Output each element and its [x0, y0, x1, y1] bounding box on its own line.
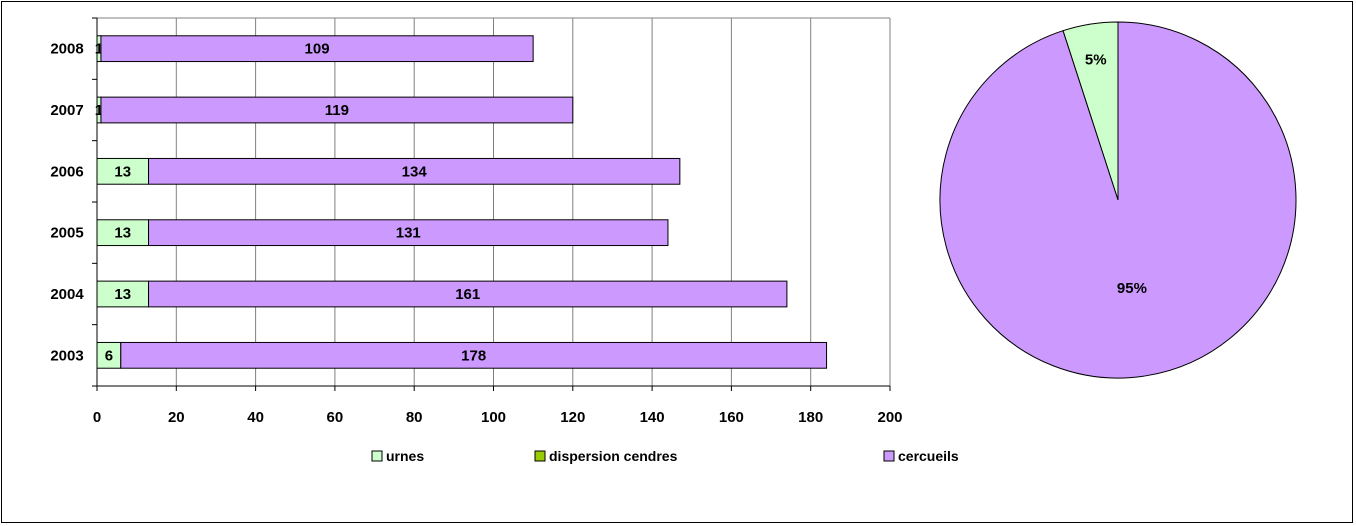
x-tick-label: 80: [406, 409, 423, 426]
pie-label: 95%: [1117, 280, 1147, 297]
legend: urnes dispersion cendres cercueils: [371, 448, 959, 464]
data-label: 119: [325, 102, 349, 119]
x-tick-label: 160: [719, 409, 744, 426]
x-tick-label: 180: [798, 409, 823, 426]
data-label: 1: [95, 102, 103, 119]
data-label: 109: [305, 41, 330, 58]
x-tick-label: 120: [560, 409, 585, 426]
x-tick-label: 140: [640, 409, 665, 426]
x-tick-label: 20: [168, 409, 185, 426]
bar-segment-cercueils: [100, 96, 574, 124]
x-tick-label: 100: [481, 409, 506, 426]
x-tick-label: 40: [247, 409, 264, 426]
data-label: 134: [402, 163, 428, 180]
data-label: 6: [105, 347, 113, 364]
data-label: 1: [95, 41, 103, 58]
x-tick-label: 0: [93, 409, 101, 426]
x-tick-label: 60: [327, 409, 344, 426]
legend-swatch-cercueils: [883, 450, 895, 462]
category-label: 2008: [50, 41, 83, 58]
bar-segment-cercueils: [148, 219, 669, 247]
bar-segment-cercueils: [148, 280, 788, 308]
bar-chart-gridlines: [175, 18, 891, 386]
bar-segment-urnes: [96, 280, 150, 308]
legend-label: cercueils: [898, 448, 959, 464]
category-label: 2004: [50, 286, 84, 303]
legend-label: urnes: [386, 448, 424, 464]
data-label: 131: [396, 225, 421, 242]
legend-swatch-dispersion-cendres: [534, 450, 546, 462]
bar-chart-bars: 1 109 1 119 13 134 13 131 13 161 6 178: [95, 35, 828, 369]
legend-label: dispersion cendres: [549, 448, 678, 464]
data-label: 13: [114, 163, 131, 180]
bar-chart-axes: [92, 17, 891, 391]
bar-segment-cercueils: [100, 35, 534, 63]
pie-chart: 5% 95%: [939, 21, 1297, 379]
data-label: 13: [114, 225, 131, 242]
pie-slice-cercueils: [939, 21, 1297, 379]
bar-segment-cercueils: [120, 341, 828, 369]
legend-swatch-urnes: [371, 450, 383, 462]
data-label: 178: [461, 347, 486, 364]
bar-segment-cercueils: [148, 157, 681, 185]
bar-chart-tick-labels: 0 20 40 60 80 100 120 140 160 180 200: [93, 409, 903, 426]
x-tick-label: 200: [877, 409, 902, 426]
category-label: 2003: [50, 347, 83, 364]
bar-segment-urnes: [96, 157, 150, 185]
data-label: 13: [114, 286, 131, 303]
category-label: 2006: [50, 163, 83, 180]
pie-label: 5%: [1085, 51, 1107, 68]
category-label: 2007: [50, 102, 83, 119]
category-label: 2005: [50, 225, 83, 242]
data-label: 161: [455, 286, 480, 303]
bar-chart-category-labels: 2008 2007 2006 2005 2004 2003: [50, 41, 84, 365]
